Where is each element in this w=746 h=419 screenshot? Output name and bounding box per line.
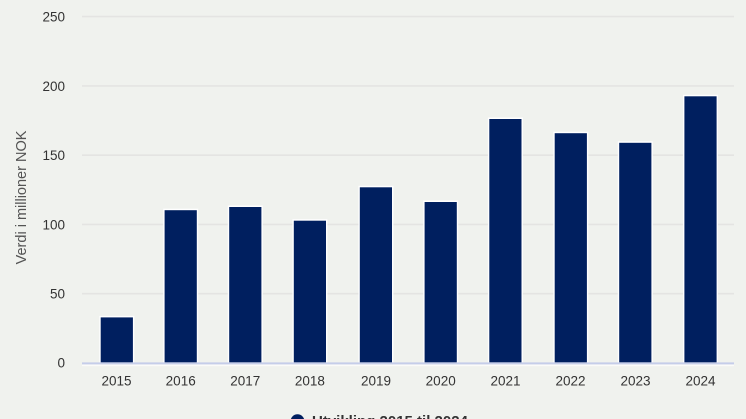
- svg-text:0: 0: [57, 356, 65, 371]
- svg-text:2021: 2021: [490, 373, 520, 388]
- svg-text:2018: 2018: [295, 373, 325, 388]
- svg-text:100: 100: [42, 217, 65, 232]
- svg-text:Verdi i millioner NOK: Verdi i millioner NOK: [14, 130, 30, 264]
- svg-text:200: 200: [42, 79, 65, 94]
- svg-text:150: 150: [42, 148, 65, 163]
- svg-text:2024: 2024: [685, 373, 716, 388]
- svg-text:2017: 2017: [230, 373, 260, 388]
- svg-text:2020: 2020: [426, 373, 456, 388]
- svg-text:Utvikling 2015 til 2024: Utvikling 2015 til 2024: [312, 413, 469, 419]
- svg-text:2022: 2022: [555, 373, 585, 388]
- svg-text:2016: 2016: [166, 373, 196, 388]
- svg-text:2015: 2015: [101, 373, 131, 388]
- svg-text:2019: 2019: [361, 373, 391, 388]
- svg-text:50: 50: [50, 287, 65, 302]
- svg-text:2023: 2023: [620, 373, 650, 388]
- svg-text:250: 250: [42, 10, 65, 25]
